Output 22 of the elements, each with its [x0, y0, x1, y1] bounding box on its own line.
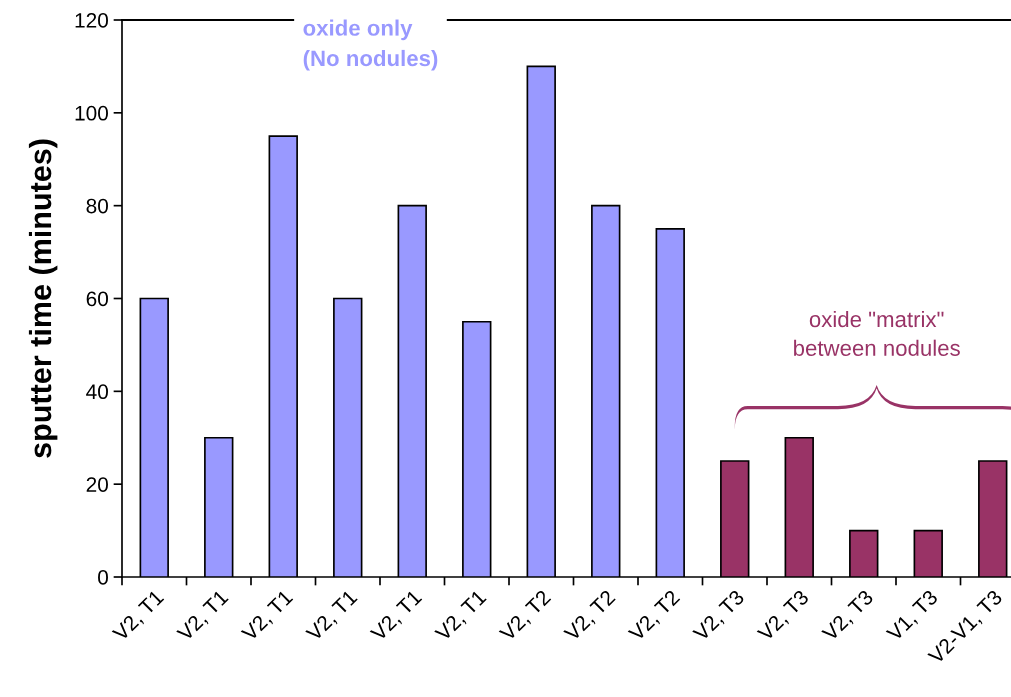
x-tick-label: V2, T1	[240, 589, 296, 644]
x-tick-label: V2, T1	[176, 589, 231, 644]
x-tick-label: V2, T2	[498, 589, 554, 644]
x-tick-label: V2, T1	[369, 589, 425, 644]
y-tick-label: 80	[86, 198, 108, 214]
x-tick-label: V2, T2	[627, 589, 683, 644]
annotation: oxide only (No nodules)	[303, 19, 438, 71]
y-tick-label: 0	[98, 570, 108, 585]
x-tick-label: V2, T1	[111, 589, 167, 644]
y-tick-label: 40	[86, 384, 108, 400]
x-tick-label: V2, T1	[434, 589, 489, 644]
x-tick-label: V2, T2	[563, 589, 618, 644]
y-tick-label: 20	[86, 477, 108, 492]
y-axis-title: sputter time (minutes)	[28, 139, 58, 458]
x-tick-label: V2, T3	[756, 589, 812, 644]
annotation: oxide "matrix" between nodules	[794, 310, 960, 356]
y-tick-label: 60	[86, 291, 108, 307]
y-tick-label: 120	[75, 13, 108, 28]
x-tick-label: V2, T3	[821, 589, 876, 644]
y-tick-label: 100	[75, 105, 108, 121]
x-tick-label: V2, T3	[692, 589, 747, 644]
x-tick-label: V2, T1	[305, 589, 360, 644]
